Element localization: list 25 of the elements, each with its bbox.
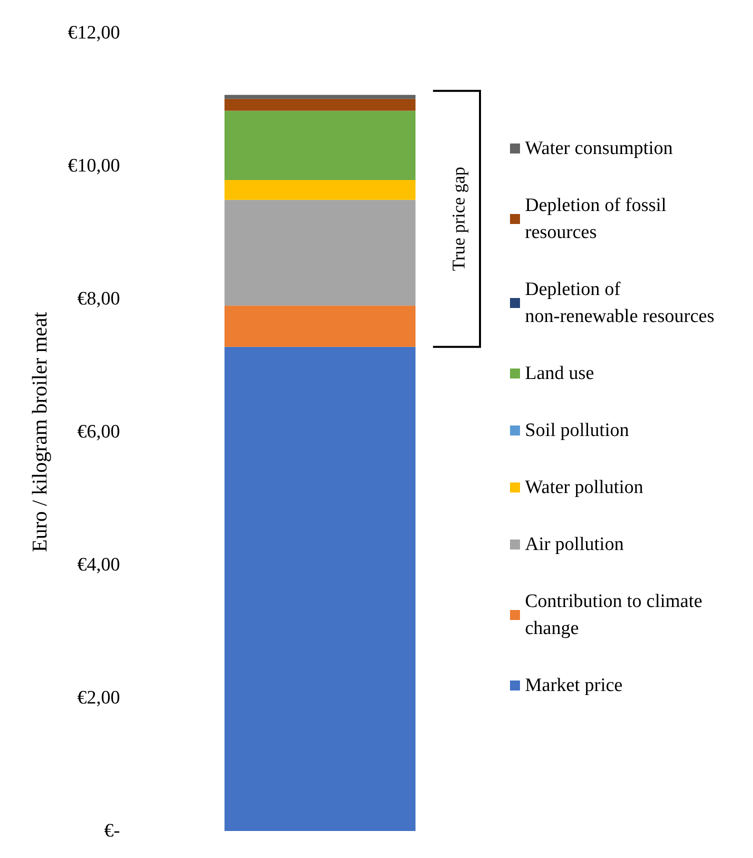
y-tick-label: €- <box>104 820 120 842</box>
bar <box>224 98 416 111</box>
bar <box>224 200 416 306</box>
bar <box>224 180 416 200</box>
legend-label: Depletion of non-renewable resources <box>525 279 714 327</box>
y-tick-label: €4,00 <box>77 554 120 576</box>
legend-label: Soil pollution <box>525 420 630 441</box>
legend-label: Contribution to climate change <box>525 591 708 639</box>
legend-label: Market price <box>525 675 623 696</box>
bar <box>224 346 416 831</box>
y-tick-label: €2,00 <box>77 688 120 708</box>
legend-label: Land use <box>525 363 594 384</box>
bar <box>224 94 416 99</box>
text: True price gap <box>448 166 468 272</box>
legend-label: Depletion of fossil resources <box>525 195 672 243</box>
y-axis-title: Euro / kilogram broiler meat <box>28 312 52 552</box>
y-tick-label: €6,00 <box>77 422 120 442</box>
legend-label: Air pollution <box>525 534 624 555</box>
y-tick-label: €12,00 <box>68 22 120 44</box>
legend-label: Water consumption <box>525 138 674 159</box>
bar <box>224 110 416 180</box>
y-tick-label: €10,00 <box>68 156 120 176</box>
legend-label: Water pollution <box>525 477 644 498</box>
y-tick-label: €8,00 <box>77 288 120 310</box>
bar <box>224 306 416 347</box>
